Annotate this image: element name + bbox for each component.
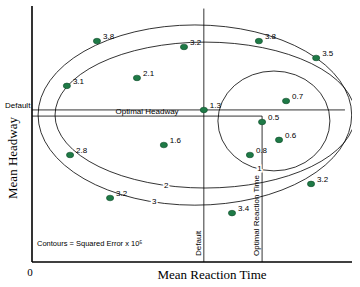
- annotation: Contours = Squared Error x 10⁵: [37, 239, 142, 248]
- reference-line: [32, 116, 262, 117]
- point: [63, 83, 70, 89]
- point-label: 2.1: [143, 69, 155, 78]
- point-label: 3.2: [116, 189, 128, 198]
- point: [106, 195, 113, 201]
- contour-label: 2: [164, 181, 169, 190]
- point: [66, 152, 73, 158]
- reference-label: Optimal Reaction Time: [252, 175, 261, 256]
- reference-label: Optimal Headway: [115, 107, 178, 116]
- contour: [38, 25, 352, 205]
- point-label: 0.5: [268, 113, 280, 122]
- point-label: 2.8: [76, 146, 88, 155]
- point: [246, 152, 253, 158]
- point: [258, 119, 265, 125]
- point-label: 3.8: [265, 32, 277, 41]
- point-label: 0.7: [292, 92, 304, 101]
- contour: [218, 71, 330, 171]
- labels: 1 23 Default Optimal Headway Default Optimal …: [5, 32, 334, 256]
- point-label: 3.2: [190, 38, 202, 47]
- y-axis-title: Mean Headway: [5, 117, 20, 199]
- point-label: 1.3: [210, 101, 222, 110]
- x-axis-title: Mean Reaction Time: [157, 267, 266, 282]
- point-label: 0.6: [285, 131, 297, 140]
- plot-area: [32, 9, 352, 262]
- point-label: 3.4: [238, 204, 250, 213]
- reference-label: Default: [194, 230, 203, 256]
- point: [160, 142, 167, 148]
- point: [200, 107, 207, 113]
- point: [133, 75, 140, 81]
- reference-line: [32, 109, 345, 110]
- point: [255, 38, 262, 44]
- reference-line: [203, 9, 204, 262]
- point-label: 3.5: [322, 49, 334, 58]
- point-label: 3.8: [103, 32, 115, 41]
- point-label: 1.6: [170, 136, 182, 145]
- point-label: 3.1: [73, 77, 85, 86]
- contour-label: 1: [257, 164, 262, 173]
- x-axis: [32, 261, 352, 263]
- point: [228, 210, 235, 216]
- point-label: 3.2: [317, 175, 329, 184]
- y-axis: [31, 6, 33, 262]
- point: [282, 98, 289, 104]
- point: [180, 44, 187, 50]
- contour-label: 3: [152, 197, 157, 206]
- reference-line: [262, 116, 263, 262]
- point: [313, 55, 320, 61]
- point: [275, 137, 282, 143]
- chart: 1 23 Default Optimal Headway Default Optimal …: [0, 0, 360, 287]
- x-tick-label: 0: [27, 266, 33, 278]
- point-label: 0.8: [256, 146, 268, 155]
- reference-label: Default: [5, 101, 31, 110]
- point: [307, 181, 314, 187]
- point: [93, 38, 100, 44]
